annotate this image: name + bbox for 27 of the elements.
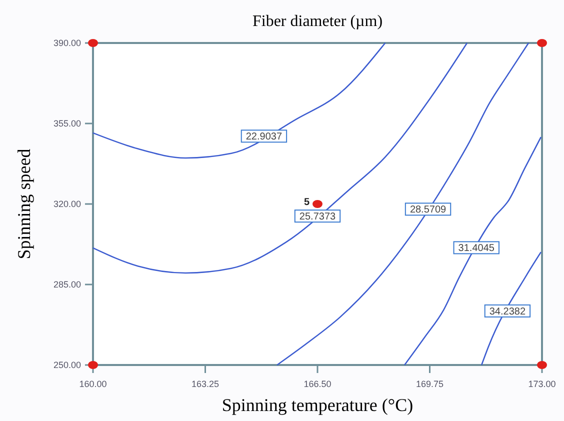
annotation: 5 bbox=[304, 197, 310, 208]
series-label: 28.5709 bbox=[410, 204, 447, 216]
series-label: 34.2382 bbox=[489, 306, 526, 318]
series-label: 25.7373 bbox=[299, 212, 336, 223]
point bbox=[537, 361, 547, 369]
x-tick-label: 173.00 bbox=[528, 379, 556, 389]
y-tick-label: 355.00 bbox=[53, 118, 81, 128]
x-tick-label: 163.25 bbox=[191, 379, 220, 389]
series-label: 31.4045 bbox=[458, 243, 495, 254]
line-series bbox=[404, 136, 542, 366]
point bbox=[88, 361, 98, 369]
chart-title: Fiber diameter (µm) bbox=[252, 13, 383, 30]
line-series bbox=[480, 251, 542, 366]
x-tick-label: 166.50 bbox=[304, 379, 332, 389]
y-axis-title: Spinning speed bbox=[14, 148, 34, 260]
x-axis-title: Spinning temperature (°C) bbox=[222, 395, 414, 415]
point bbox=[312, 200, 322, 208]
y-tick-label: 250.00 bbox=[53, 360, 81, 370]
point bbox=[537, 39, 547, 47]
y-tick-label: 285.00 bbox=[53, 280, 81, 290]
y-tick-label: 320.00 bbox=[53, 199, 81, 209]
x-tick-label: 160.00 bbox=[79, 379, 107, 389]
x-tick-label: 169.75 bbox=[416, 379, 444, 389]
line-series bbox=[92, 42, 386, 159]
point bbox=[88, 39, 98, 47]
series-label: 22.9037 bbox=[246, 132, 282, 143]
y-tick-label: 390.00 bbox=[53, 38, 81, 48]
